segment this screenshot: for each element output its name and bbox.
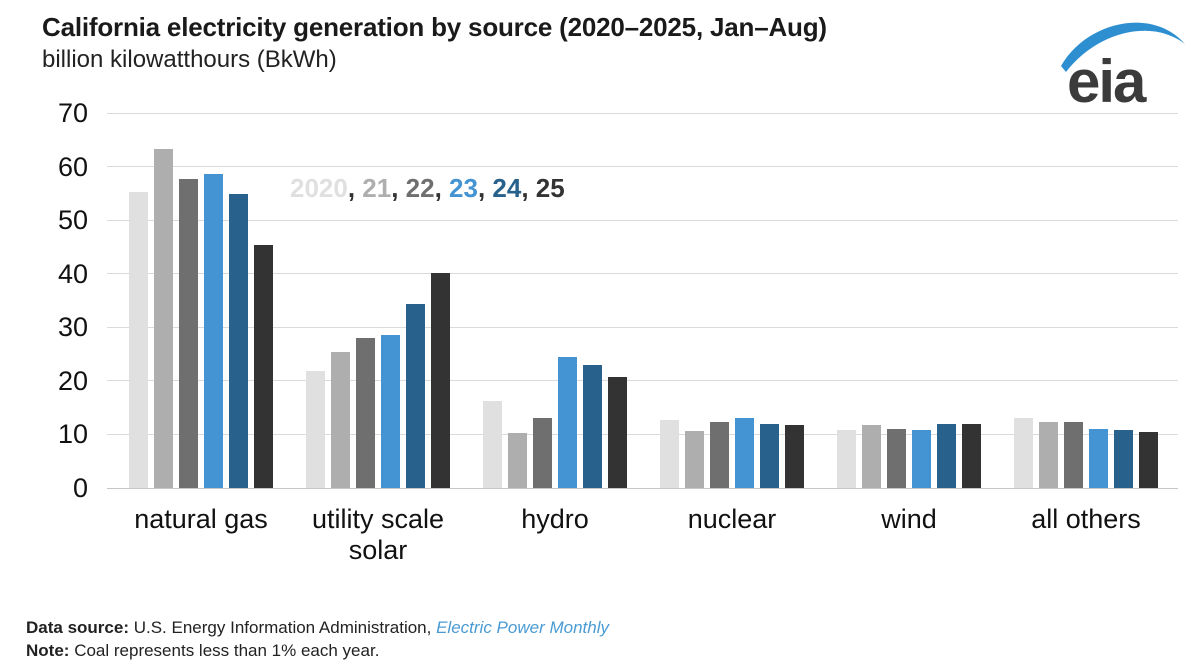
page-title: California electricity generation by sou… (42, 12, 827, 42)
x-axis-label: wind (881, 504, 937, 534)
bar (862, 425, 881, 488)
legend-separator: , (347, 173, 363, 203)
bar (660, 420, 679, 488)
note-text: Coal represents less than 1% each year. (74, 641, 380, 660)
data-source-link[interactable]: Electric Power Monthly (436, 618, 609, 637)
bar (431, 273, 450, 488)
bar-group (660, 113, 804, 488)
bar-group (1014, 113, 1158, 488)
y-tick-label: 30 (57, 312, 88, 343)
bar (760, 424, 779, 488)
legend-separator: , (434, 173, 450, 203)
bar (710, 422, 729, 488)
bar-group (129, 113, 273, 488)
bar (331, 352, 350, 488)
bar (937, 424, 956, 488)
bar (1014, 418, 1033, 488)
legend-item: 2020 (290, 173, 348, 203)
y-tick-label: 70 (57, 98, 88, 128)
bar (154, 149, 173, 488)
bar (356, 338, 375, 488)
bar (735, 418, 754, 488)
page-subtitle: billion kilowatthours (BkWh) (42, 46, 337, 73)
note-line: Note: Coal represents less than 1% each … (26, 639, 609, 662)
gridline (107, 380, 1178, 382)
bar-group (837, 113, 981, 488)
y-tick-label: 60 (57, 151, 88, 182)
legend-item: 23 (449, 173, 478, 203)
bar (962, 424, 981, 488)
logo-text: eia (1067, 48, 1147, 108)
gridline (107, 433, 1178, 435)
data-source-label: Data source: (26, 618, 129, 637)
bar (912, 430, 931, 488)
legend-item: 21 (362, 173, 392, 203)
legend-separator: , (391, 173, 406, 203)
bar (1064, 422, 1083, 488)
bar (1114, 430, 1133, 488)
legend-item: 24 (492, 173, 522, 203)
bar (483, 401, 502, 488)
y-tick-label: 20 (57, 365, 88, 396)
chart-legend: 2020, 21, 22, 23, 24, 25 (290, 173, 565, 204)
bar (558, 357, 577, 488)
bar (533, 418, 552, 488)
eia-logo-icon: eia (1061, 22, 1185, 115)
bar (229, 194, 248, 488)
legend-item: 25 (535, 173, 565, 203)
x-axis-label: all others (1031, 504, 1141, 534)
legend-item: 22 (405, 173, 435, 203)
eia-logo: eia (1054, 14, 1192, 115)
x-axis-label: utility scale solar (311, 504, 445, 565)
logo-swoosh-icon (1061, 22, 1185, 72)
gridline (107, 273, 1178, 275)
x-axis-label: nuclear (687, 504, 777, 534)
bar (583, 365, 602, 488)
bar (254, 245, 273, 488)
data-source-line: Data source: U.S. Energy Information Adm… (26, 616, 609, 639)
note-label: Note: (26, 641, 70, 660)
footnotes: Data source: U.S. Energy Information Adm… (26, 616, 609, 662)
bar (1089, 429, 1108, 488)
bar (508, 433, 527, 488)
bar (204, 174, 223, 488)
bar (837, 430, 856, 488)
legend-separator: , (477, 173, 493, 203)
bar (406, 304, 425, 488)
y-tick-label: 10 (57, 419, 88, 450)
gridline (107, 487, 1178, 489)
bar (785, 425, 804, 488)
gridline (107, 166, 1178, 168)
y-axis: 0 10 20 30 40 50 60 70 (0, 98, 88, 503)
bar (381, 335, 400, 488)
y-tick-label: 50 (57, 205, 88, 236)
bar (129, 192, 148, 488)
y-tick-label: 40 (57, 258, 88, 289)
gridline (107, 219, 1178, 221)
bar (685, 431, 704, 488)
y-tick-label: 0 (72, 473, 88, 503)
bar (1039, 422, 1058, 488)
plot-area: 2020, 21, 22, 23, 24, 25 natural gas util… (107, 112, 1178, 565)
bar (887, 429, 906, 488)
bar (608, 377, 627, 488)
x-axis-label: natural gas (134, 504, 268, 534)
data-source-text: U.S. Energy Information Administration, (133, 618, 432, 637)
bar-group (306, 113, 450, 488)
gridline (107, 326, 1178, 328)
bar (306, 371, 325, 488)
bar (1139, 432, 1158, 488)
bar (179, 179, 198, 488)
gridline (107, 112, 1178, 114)
bar-group (483, 113, 627, 488)
legend-separator: , (521, 173, 536, 203)
x-axis-label: hydro (521, 504, 589, 534)
